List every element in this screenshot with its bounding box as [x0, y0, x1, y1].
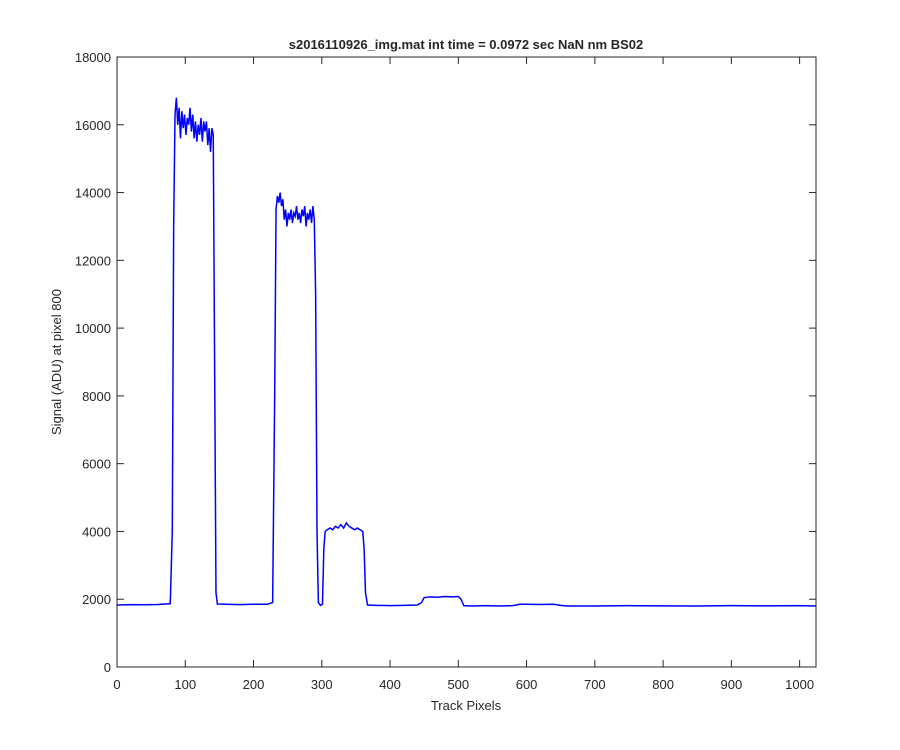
y-axis-label: Signal (ADU) at pixel 800: [49, 289, 64, 435]
data-line: [116, 97, 817, 607]
y-tick-label: 16000: [75, 118, 111, 133]
x-tick-label: 500: [447, 677, 469, 692]
x-tick-label: 200: [243, 677, 265, 692]
x-tick-label: 400: [379, 677, 401, 692]
x-tick-label: 1000: [785, 677, 814, 692]
x-tick-label: 700: [584, 677, 606, 692]
x-tick-label: 800: [652, 677, 674, 692]
chart-title: s2016110926_img.mat int time = 0.0972 se…: [289, 37, 643, 52]
x-tick-label: 600: [516, 677, 538, 692]
y-tick-label: 6000: [82, 457, 111, 472]
y-tick-label: 2000: [82, 592, 111, 607]
y-tick-label: 0: [104, 660, 111, 675]
x-tick-label: 100: [174, 677, 196, 692]
y-tick-label: 12000: [75, 253, 111, 268]
x-tick-label: 300: [311, 677, 333, 692]
x-axis-label: Track Pixels: [431, 698, 502, 713]
x-tick-label: 0: [113, 677, 120, 692]
y-tick-label: 18000: [75, 50, 111, 65]
y-tick-label: 4000: [82, 524, 111, 539]
y-tick-label: 10000: [75, 321, 111, 336]
plot-frame: [116, 56, 817, 668]
y-tick-label: 14000: [75, 186, 111, 201]
x-tick-label: 900: [721, 677, 743, 692]
y-tick-label: 8000: [82, 389, 111, 404]
